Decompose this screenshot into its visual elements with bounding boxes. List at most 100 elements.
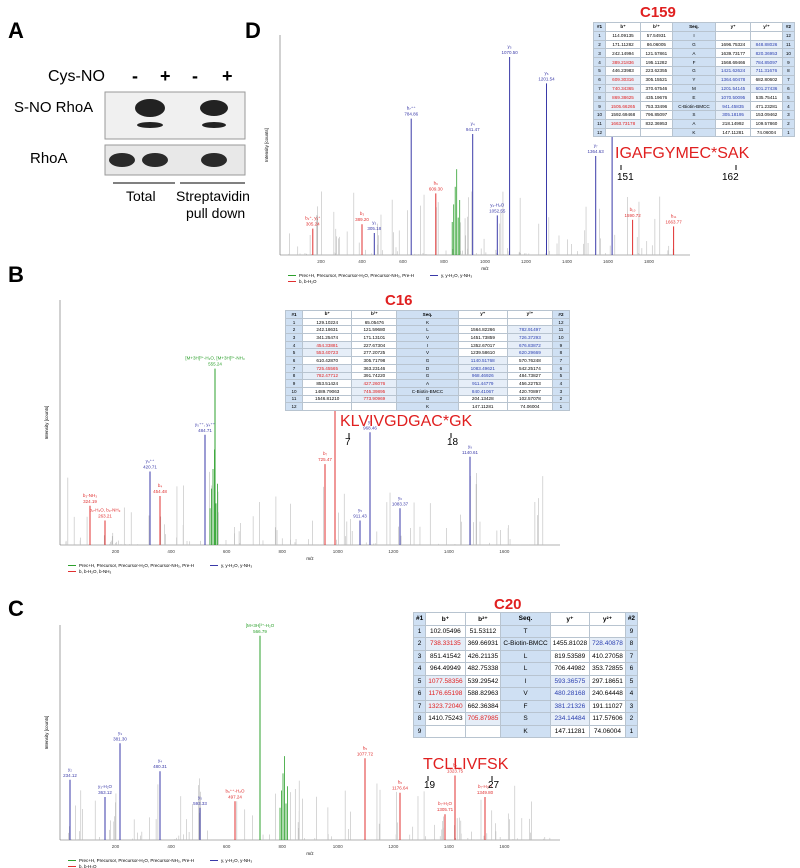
table-cell: 86.06005	[639, 39, 673, 50]
table-cell: G	[396, 394, 459, 404]
y-axis-title: Intensity [counts]	[44, 716, 49, 750]
table-cell: L	[500, 649, 551, 663]
peak-label: 263.21	[98, 514, 112, 519]
table-cell: 227.67304	[351, 340, 398, 350]
table-cell: 8	[781, 65, 796, 76]
table-cell: 1564.82266	[457, 325, 508, 335]
table-cell: 305.18195	[715, 109, 752, 120]
table-cell: I	[500, 674, 551, 688]
peak-label: 324.19	[83, 499, 97, 504]
table-cell	[589, 624, 626, 638]
table-cell: 11	[592, 118, 607, 129]
table-cell: 4	[624, 687, 639, 701]
peak-label: b₇-H₂O	[438, 801, 453, 806]
table-row: 8 869.38625 435.19676 E 1070.50095 535.75411 5	[592, 92, 796, 103]
table-cell: 3	[624, 699, 639, 713]
column-header: #2	[551, 310, 571, 319]
x-tick-label: 1600	[499, 844, 510, 849]
table-cell: 10	[781, 48, 796, 59]
x-tick-label: 200	[317, 259, 325, 264]
peak-label: b₂-H₂O, b₃-NH₃	[90, 508, 121, 513]
table-cell: 4	[412, 662, 427, 676]
table-cell: 12	[551, 317, 571, 327]
table-cell: 840.41067	[457, 386, 508, 396]
table-cell: 609.30316	[605, 74, 641, 85]
residue-number: 7	[345, 437, 351, 448]
table-cell: 242.14994	[605, 48, 641, 59]
table-cell: 4	[592, 57, 607, 67]
table-cell: K	[500, 724, 551, 738]
blot-band	[135, 99, 165, 117]
table-cell: 456.22753	[506, 379, 553, 388]
table-cell: 2	[624, 712, 639, 726]
peak-label: 1305.71	[437, 807, 454, 812]
x-tick-label: 800	[440, 259, 448, 264]
table-cell: 11	[284, 394, 304, 404]
table-cell: 8	[412, 712, 427, 726]
table-cell: 1201.54145	[715, 83, 752, 94]
table-row: 1 114.09135 57.54931 I 12	[592, 30, 796, 41]
x-tick-label: 1200	[388, 844, 399, 849]
x-tick-label: 1600	[499, 549, 510, 554]
peak-label: [M+3H]³⁺-H₂O, [M+3H]³⁺-NH₃	[185, 356, 245, 361]
peak-label: y₄	[158, 758, 162, 763]
peak-label: b₃	[360, 211, 365, 216]
table-cell: 570.76248	[506, 356, 553, 365]
table-cell: 1070.50095	[715, 92, 752, 103]
table-cell: 539.29542	[464, 674, 502, 688]
table-cell: 480.28168	[549, 687, 591, 701]
treatment-sign: -	[192, 66, 198, 86]
peak-label: b₆	[398, 780, 403, 785]
legend-label: b, b-H₂O	[299, 279, 317, 284]
table-row: 6 610.42870 305.71798 G 1140.51768 570.76248 7	[284, 356, 571, 365]
table-cell: 7	[781, 74, 796, 85]
table-cell: L	[396, 325, 459, 335]
table-cell: 7	[551, 356, 571, 365]
table-cell: 147.11281	[457, 402, 508, 411]
table-cell: 662.36384	[464, 699, 502, 713]
group-label: Total	[126, 188, 156, 204]
table-cell: 745.39895	[351, 386, 398, 396]
treatment-sign: +	[160, 66, 171, 86]
table-cell: G	[671, 39, 717, 50]
table-cell: K	[671, 127, 717, 138]
column-header: Seq.	[396, 310, 459, 319]
table-cell: L	[500, 662, 551, 676]
table-cell: 191.11027	[589, 699, 626, 713]
table-cell: M	[671, 83, 717, 94]
table-cell	[464, 724, 502, 738]
table-cell: G	[671, 65, 717, 76]
table-cell: 782.91497	[506, 325, 553, 335]
table-cell: 2	[551, 394, 571, 404]
table-cell: 6	[592, 74, 607, 85]
table-cell: 454.33881	[302, 340, 353, 350]
table-cell: 2	[412, 637, 427, 651]
column-header: b⁺	[302, 310, 353, 319]
table-row: 9 853.51424 427.26076 A 911.44779 456.22753 4	[284, 379, 571, 388]
table-cell: 853.51424	[302, 379, 353, 388]
table-cell: A	[396, 379, 459, 388]
table-cell: 391.74220	[351, 371, 398, 381]
table-cell: 968.46926	[457, 371, 508, 381]
peak-label: 725.47	[318, 457, 332, 462]
legend-label: Prec+H, Precursor, Precursor-H₂O, Precur…	[79, 858, 194, 863]
peak-label: b₄	[158, 483, 163, 488]
table-cell: 117.57606	[589, 712, 626, 726]
table-cell: 542.25174	[506, 363, 553, 373]
table-cell: 102.57078	[506, 394, 553, 404]
table-cell: 74.06004	[589, 724, 626, 738]
table-row: 11 1546.81210 773.90969 G 204.13428 102.57078…	[284, 394, 571, 404]
table-cell	[351, 402, 398, 411]
table-cell: 218.14992	[715, 118, 752, 129]
table-cell: 353.72855	[589, 662, 626, 676]
blot-band	[109, 153, 135, 167]
table-cell: 11	[781, 39, 796, 50]
table-row: #1 b⁺ b²⁺ Seq. y⁺ y²⁺ #2	[592, 22, 796, 32]
column-header: #1	[284, 310, 304, 319]
table-cell: 114.09135	[605, 30, 641, 41]
peak-label: y₃	[118, 730, 122, 735]
table-cell: 369.66931	[464, 637, 502, 651]
table-cell: V	[396, 333, 459, 342]
residue-number: 19	[424, 780, 436, 791]
table-cell: 363.23146	[351, 363, 398, 373]
